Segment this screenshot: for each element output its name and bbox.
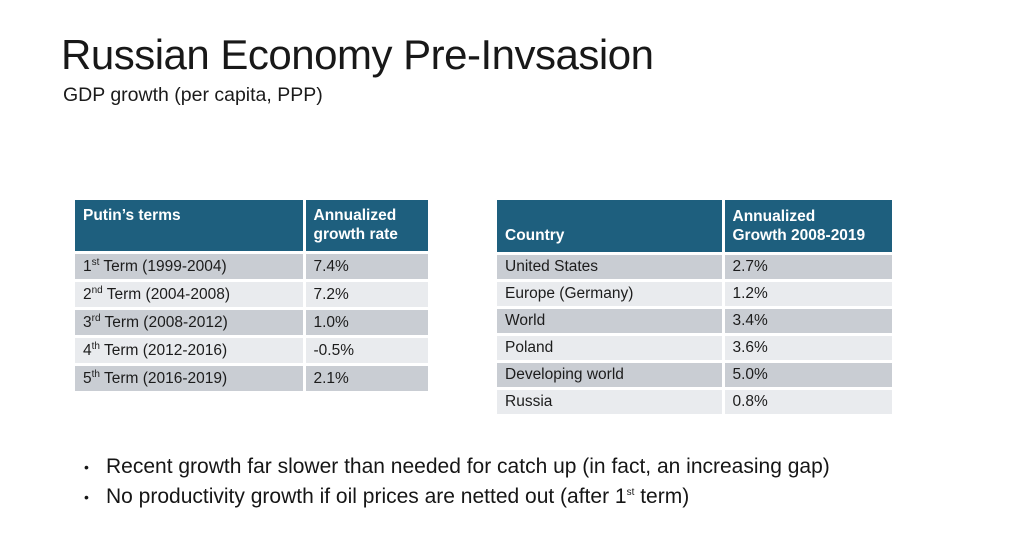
terms-header-col2: Annualized growth rate (304, 200, 428, 254)
table-row: Russia 0.8% (497, 388, 892, 417)
term-years: Term (2016-2019) (99, 369, 228, 387)
term-years: Term (2012-2016) (99, 341, 228, 359)
bullet-text: Recent growth far slower than needed for… (106, 455, 830, 478)
country-header-col2-line2: Growth 2008-2019 (732, 226, 866, 244)
country-growth-table: Country Annualized Growth 2008-2019 Unit… (497, 200, 892, 417)
term-growth-value: 2.1% (304, 364, 428, 394)
ordinal-suffix: th (91, 340, 100, 352)
table-row: 4th Term (2012-2016) -0.5% (75, 336, 428, 366)
country-header-col2-line1: Annualized (732, 207, 816, 225)
list-item: • Recent growth far slower than needed f… (84, 452, 984, 482)
country-growth-value: 1.2% (723, 280, 892, 309)
table-row: Europe (Germany) 1.2% (497, 280, 892, 309)
bullet-text: No productivity growth if oil prices are… (106, 482, 689, 512)
table-row: Poland 3.6% (497, 334, 892, 363)
term-growth-value: 7.4% (304, 252, 428, 282)
table-row: World 3.4% (497, 307, 892, 336)
ordinal-suffix: nd (91, 284, 103, 296)
country-name: United States (497, 253, 725, 282)
term-number: 4 (83, 341, 92, 359)
page-title: Russian Economy Pre-Invsasion (61, 31, 654, 78)
terms-header-row: Putin’s terms Annualized growth rate (75, 200, 428, 254)
country-header-col2: Annualized Growth 2008-2019 (723, 200, 892, 255)
country-name: Developing world (497, 361, 725, 390)
bullet-icon: • (84, 489, 89, 505)
terms-header-col2-line2: growth rate (313, 226, 398, 243)
country-growth-value: 3.6% (723, 334, 892, 363)
table-row: 2nd Term (2004-2008) 7.2% (75, 280, 428, 310)
term-growth-value: -0.5% (304, 336, 428, 366)
ordinal-suffix: th (91, 368, 100, 380)
page-subtitle: GDP growth (per capita, PPP) (63, 84, 323, 106)
bullet-icon: • (84, 459, 89, 475)
term-label: 3rd Term (2008-2012) (75, 308, 306, 338)
term-years: Term (2004-2008) (102, 285, 230, 303)
terms-header-col2-line1: Annualized (313, 207, 397, 224)
country-header-row: Country Annualized Growth 2008-2019 (497, 200, 892, 255)
putin-terms-table: Putin’s terms Annualized growth rate 1st… (75, 200, 428, 394)
bullet-text-part: No productivity growth if oil prices are… (106, 485, 627, 508)
bullet-list: • Recent growth far slower than needed f… (84, 452, 984, 512)
ordinal-suffix: rd (91, 312, 101, 324)
term-number: 2 (83, 285, 92, 303)
country-name: Russia (497, 388, 725, 417)
term-label: 2nd Term (2004-2008) (75, 280, 306, 310)
country-growth-value: 0.8% (723, 388, 892, 417)
table-row: United States 2.7% (497, 253, 892, 282)
ordinal-suffix: st (91, 256, 100, 268)
term-label: 5th Term (2016-2019) (75, 364, 306, 394)
country-growth-value: 2.7% (723, 253, 892, 282)
term-number: 1 (83, 257, 92, 275)
table-row: 5th Term (2016-2019) 2.1% (75, 364, 428, 394)
list-item: • No productivity growth if oil prices a… (84, 482, 984, 512)
table-row: 1st Term (1999-2004) 7.4% (75, 252, 428, 282)
term-label: 1st Term (1999-2004) (75, 252, 306, 282)
term-growth-value: 1.0% (304, 308, 428, 338)
term-growth-value: 7.2% (304, 280, 428, 310)
terms-header-col1: Putin’s terms (75, 200, 306, 254)
term-number: 5 (83, 369, 92, 387)
ordinal-suffix: st (626, 487, 635, 498)
term-years: Term (2008-2012) (100, 313, 228, 331)
table-row: Developing world 5.0% (497, 361, 892, 390)
country-name: Europe (Germany) (497, 280, 725, 309)
country-header-col1: Country (497, 200, 725, 255)
term-years: Term (1999-2004) (99, 257, 227, 275)
country-growth-value: 3.4% (723, 307, 892, 336)
country-name: Poland (497, 334, 725, 363)
term-label: 4th Term (2012-2016) (75, 336, 306, 366)
terms-header-col1-label: Putin’s terms (83, 207, 181, 224)
bullet-text-part: term) (634, 485, 690, 508)
country-header-col1-label: Country (505, 226, 565, 244)
table-row: 3rd Term (2008-2012) 1.0% (75, 308, 428, 338)
country-name: World (497, 307, 725, 336)
term-number: 3 (83, 313, 92, 331)
country-growth-value: 5.0% (723, 361, 892, 390)
